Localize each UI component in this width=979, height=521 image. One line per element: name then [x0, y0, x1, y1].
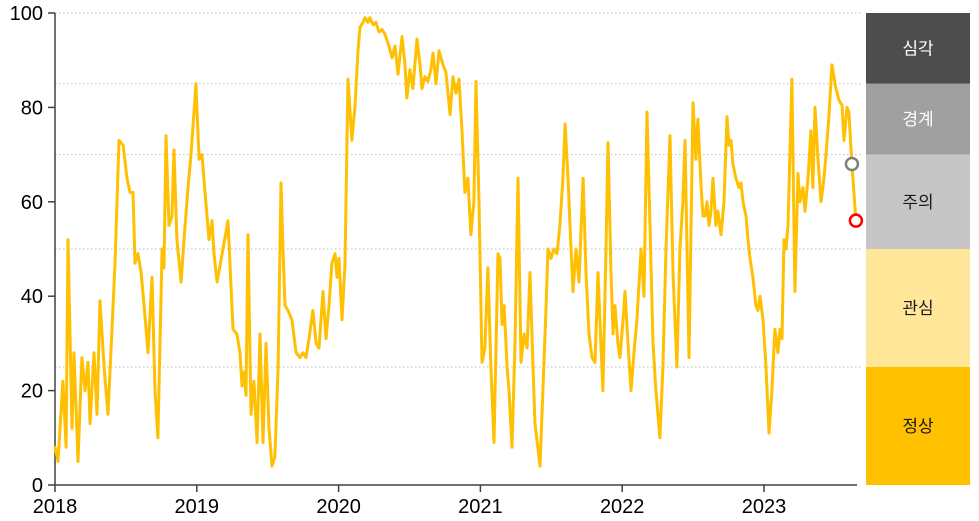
- y-tick-label: 20: [21, 381, 43, 403]
- x-tick-label: 2020: [316, 496, 361, 518]
- severity-band: [866, 154, 970, 249]
- x-tick-label: 2018: [33, 496, 78, 518]
- severity-band-label: 정상: [902, 417, 934, 436]
- x-tick-label: 2021: [458, 496, 503, 518]
- latest-point-marker: [848, 213, 864, 228]
- severity-band-label: 관심: [902, 299, 933, 318]
- index-line: [53, 16, 858, 468]
- x-tick-label: 2022: [600, 496, 645, 518]
- severity-band-label: 주의: [902, 193, 933, 212]
- y-tick-label: 100: [10, 3, 43, 25]
- severity-band: [866, 83, 970, 155]
- y-tick-label: 0: [32, 475, 43, 497]
- severity-band: [866, 13, 970, 84]
- x-tick-label: 2023: [742, 496, 787, 518]
- severity-band: [866, 367, 970, 485]
- y-tick-label: 80: [21, 97, 43, 119]
- y-tick-label: 40: [21, 286, 43, 308]
- severity-band-label: 경계: [902, 110, 933, 129]
- severity-band: [866, 249, 970, 367]
- y-tick-label: 60: [21, 192, 43, 214]
- severity-band-label: 심각: [902, 39, 934, 58]
- x-tick-label: 2019: [175, 496, 220, 518]
- previous-point-marker: [844, 156, 860, 172]
